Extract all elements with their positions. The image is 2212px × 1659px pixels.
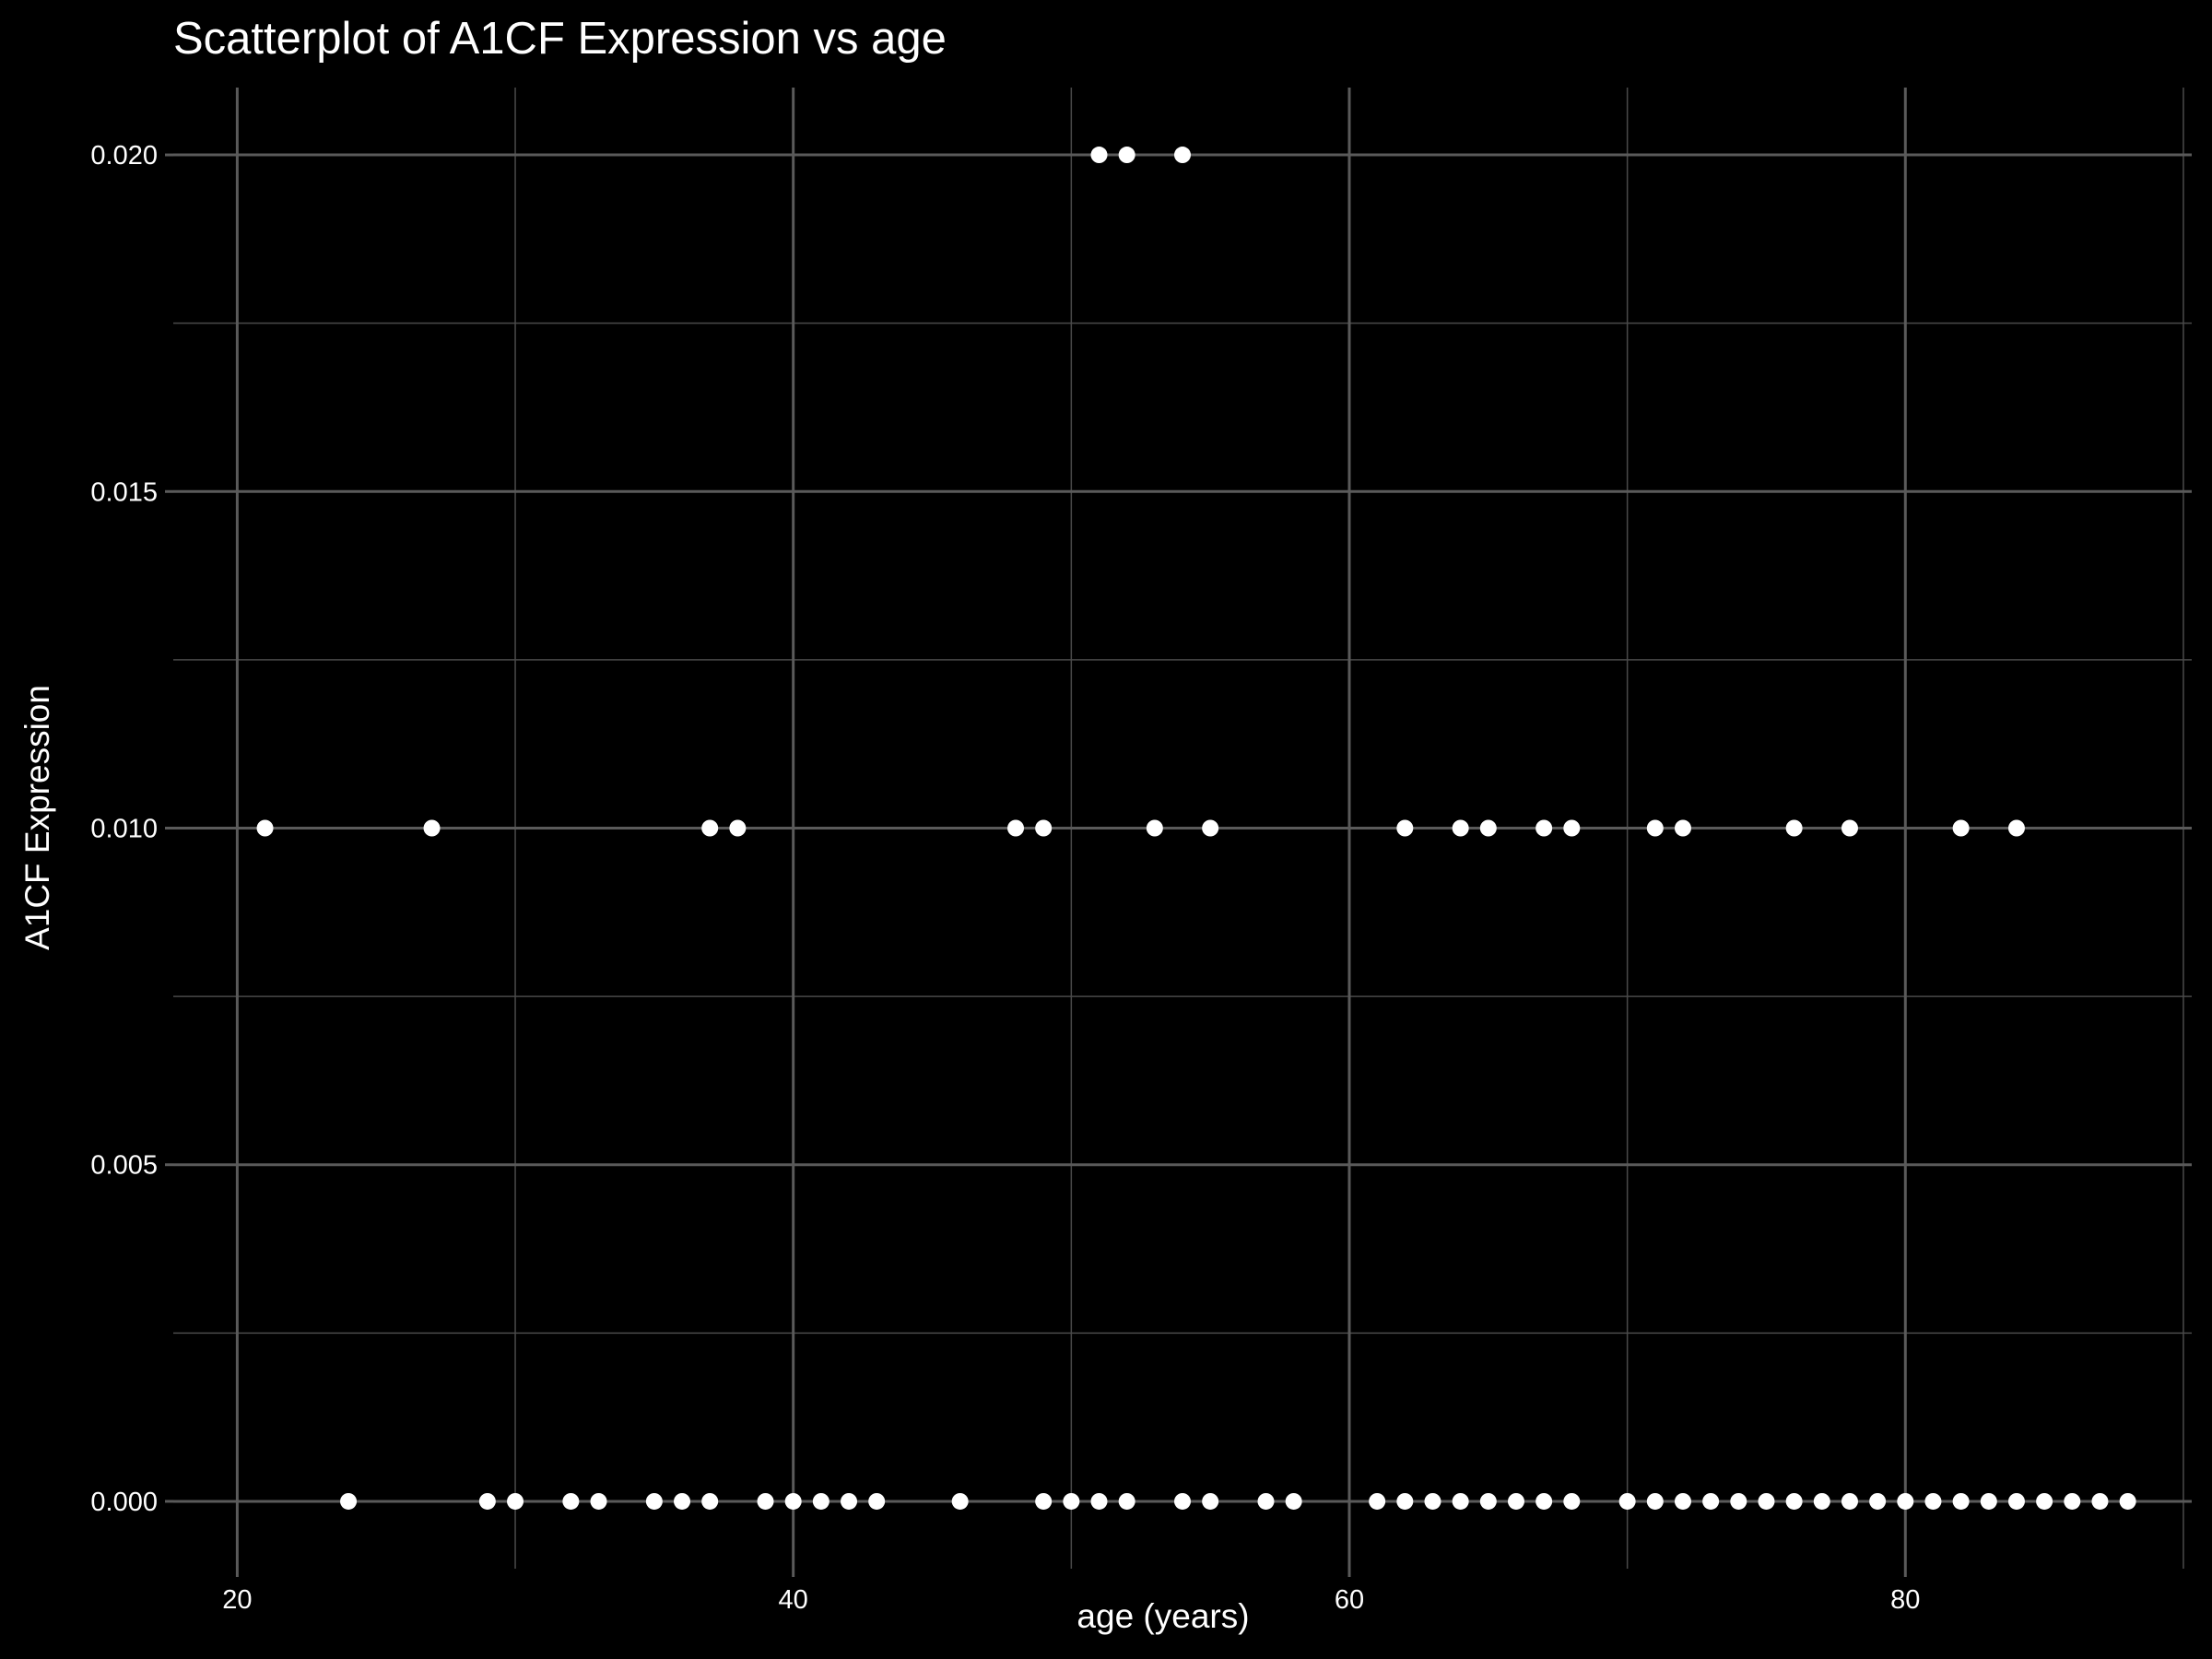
- data-point: [1118, 147, 1135, 164]
- data-point: [868, 1492, 886, 1510]
- data-point: [1618, 1492, 1636, 1510]
- data-point: [1090, 1492, 1108, 1510]
- data-point: [1479, 1492, 1497, 1510]
- data-point: [1702, 1492, 1720, 1510]
- data-point: [784, 1492, 802, 1510]
- data-point: [1202, 819, 1219, 837]
- data-point: [1369, 1492, 1386, 1510]
- data-point: [1646, 1492, 1664, 1510]
- data-point: [1952, 1492, 1970, 1510]
- data-point: [1674, 1492, 1691, 1510]
- y-tick-label: 0.015: [90, 477, 158, 507]
- data-point: [2119, 1492, 2136, 1510]
- data-point: [1035, 1492, 1053, 1510]
- data-point: [1730, 1492, 1747, 1510]
- data-point: [645, 1492, 663, 1510]
- data-point: [812, 1492, 830, 1510]
- grid: [173, 88, 2192, 1569]
- data-point: [1841, 1492, 1858, 1510]
- data-point: [757, 1492, 774, 1510]
- data-point: [1980, 1492, 1997, 1510]
- data-point: [1813, 1492, 1830, 1510]
- y-axis-title: A1CF Expression: [18, 685, 56, 950]
- data-point: [256, 819, 274, 837]
- data-point: [1479, 819, 1497, 837]
- data-point: [1646, 819, 1664, 837]
- data-points: [256, 147, 2136, 1510]
- data-point: [507, 1492, 524, 1510]
- data-point: [1563, 819, 1581, 837]
- data-point: [1869, 1492, 1887, 1510]
- data-point: [1535, 1492, 1553, 1510]
- data-point: [1785, 819, 1803, 837]
- axis-ticks: 20 40 60 80 0.000 0.005 0.010 0.015 0.020: [90, 141, 1920, 1615]
- data-point: [1674, 819, 1691, 837]
- data-point: [1007, 819, 1025, 837]
- data-point: [1424, 1492, 1441, 1510]
- data-point: [1924, 1492, 1942, 1510]
- y-tick-label: 0.020: [90, 141, 158, 171]
- x-tick-label: 20: [222, 1585, 252, 1615]
- data-point: [1118, 1492, 1135, 1510]
- data-point: [701, 819, 719, 837]
- data-point: [1257, 1492, 1275, 1510]
- data-point: [1174, 147, 1191, 164]
- data-point: [562, 1492, 580, 1510]
- x-tick-label: 40: [779, 1585, 808, 1615]
- data-point: [951, 1492, 969, 1510]
- x-tick-label: 60: [1335, 1585, 1364, 1615]
- data-point: [674, 1492, 691, 1510]
- x-tick-label: 80: [1890, 1585, 1920, 1615]
- data-point: [2091, 1492, 2109, 1510]
- data-point: [2036, 1492, 2053, 1510]
- y-tick-label: 0.005: [90, 1151, 158, 1181]
- data-point: [590, 1492, 607, 1510]
- data-point: [1952, 819, 1970, 837]
- data-point: [1063, 1492, 1080, 1510]
- data-point: [1452, 1492, 1469, 1510]
- data-point: [1563, 1492, 1581, 1510]
- data-point: [701, 1492, 719, 1510]
- data-point: [1174, 1492, 1191, 1510]
- data-point: [1285, 1492, 1302, 1510]
- data-point: [478, 1492, 496, 1510]
- data-point: [1396, 1492, 1414, 1510]
- y-tick-label: 0.000: [90, 1488, 158, 1517]
- data-point: [1090, 147, 1108, 164]
- data-point: [340, 1492, 358, 1510]
- data-point: [2064, 1492, 2081, 1510]
- data-point: [1202, 1492, 1219, 1510]
- y-tick-label: 0.010: [90, 815, 158, 844]
- data-point: [1897, 1492, 1914, 1510]
- data-point: [1841, 819, 1858, 837]
- chart-title: Scatterplot of A1CF Expression vs age: [173, 14, 947, 64]
- data-point: [1535, 819, 1553, 837]
- data-point: [1452, 819, 1469, 837]
- data-point: [841, 1492, 858, 1510]
- data-point: [1146, 819, 1163, 837]
- data-point: [1035, 819, 1053, 837]
- data-point: [1396, 819, 1414, 837]
- data-point: [1507, 1492, 1524, 1510]
- data-point: [2007, 1492, 2025, 1510]
- data-point: [2007, 819, 2025, 837]
- x-axis-title: age (years): [1077, 1597, 1249, 1635]
- data-point: [423, 819, 441, 837]
- data-point: [729, 819, 747, 837]
- data-point: [1785, 1492, 1803, 1510]
- data-point: [1758, 1492, 1775, 1510]
